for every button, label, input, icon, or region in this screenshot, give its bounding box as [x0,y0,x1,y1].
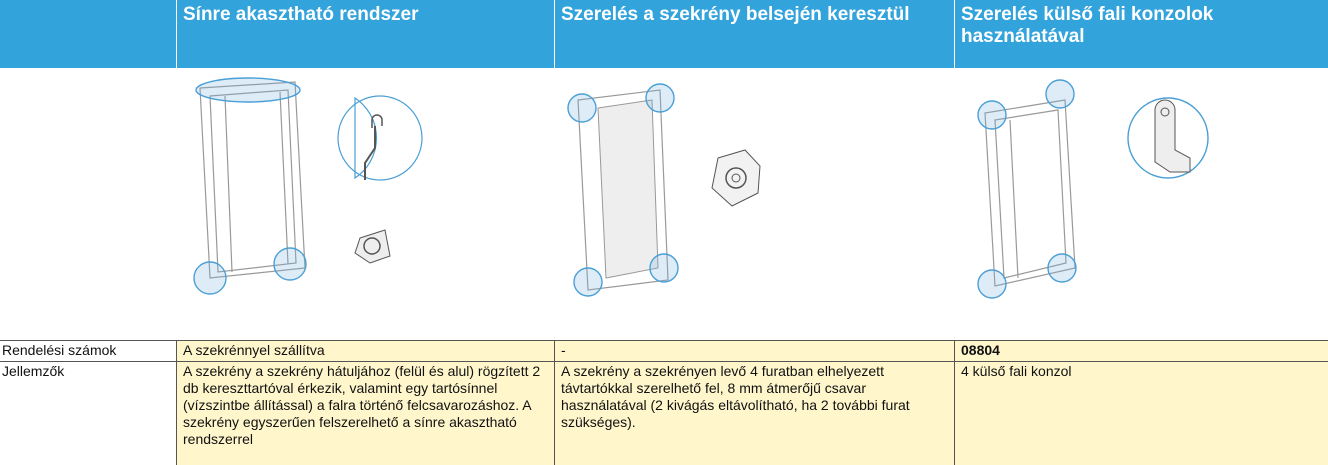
row-label: Jellemzők [0,362,176,465]
inside-mounting-illustration [567,83,761,297]
table-cell: - [554,341,954,361]
row-label: Rendelési számok [0,341,176,361]
table-cell: A szekrény a szekrényen levő 4 furatban … [554,362,954,465]
wall-bracket-illustration [977,79,1209,299]
table-cell: A szekrény a szekrény hátuljához (felül … [176,362,554,465]
column-title: Szerelés a szekrény belsején keresztül [554,0,954,68]
header: Sínre akasztható rendszer Szerelés a sze… [0,0,1328,68]
column-title: Sínre akasztható rendszer [176,0,554,68]
table-cell: 4 külső fali konzol [954,362,1328,465]
table-cell: A szekrénnyel szállítva [176,341,554,361]
table-row: Rendelési számok A szekrénnyel szállítva… [0,340,1328,361]
table-cell: 08804 [954,341,1328,361]
illustrations [193,77,1209,299]
rail-mounting-illustration [193,77,423,295]
column-title: Szerelés külső fali konzolok használatáv… [954,0,1328,68]
table-row: Jellemzők A szekrény a szekrény hátuljáh… [0,361,1328,465]
